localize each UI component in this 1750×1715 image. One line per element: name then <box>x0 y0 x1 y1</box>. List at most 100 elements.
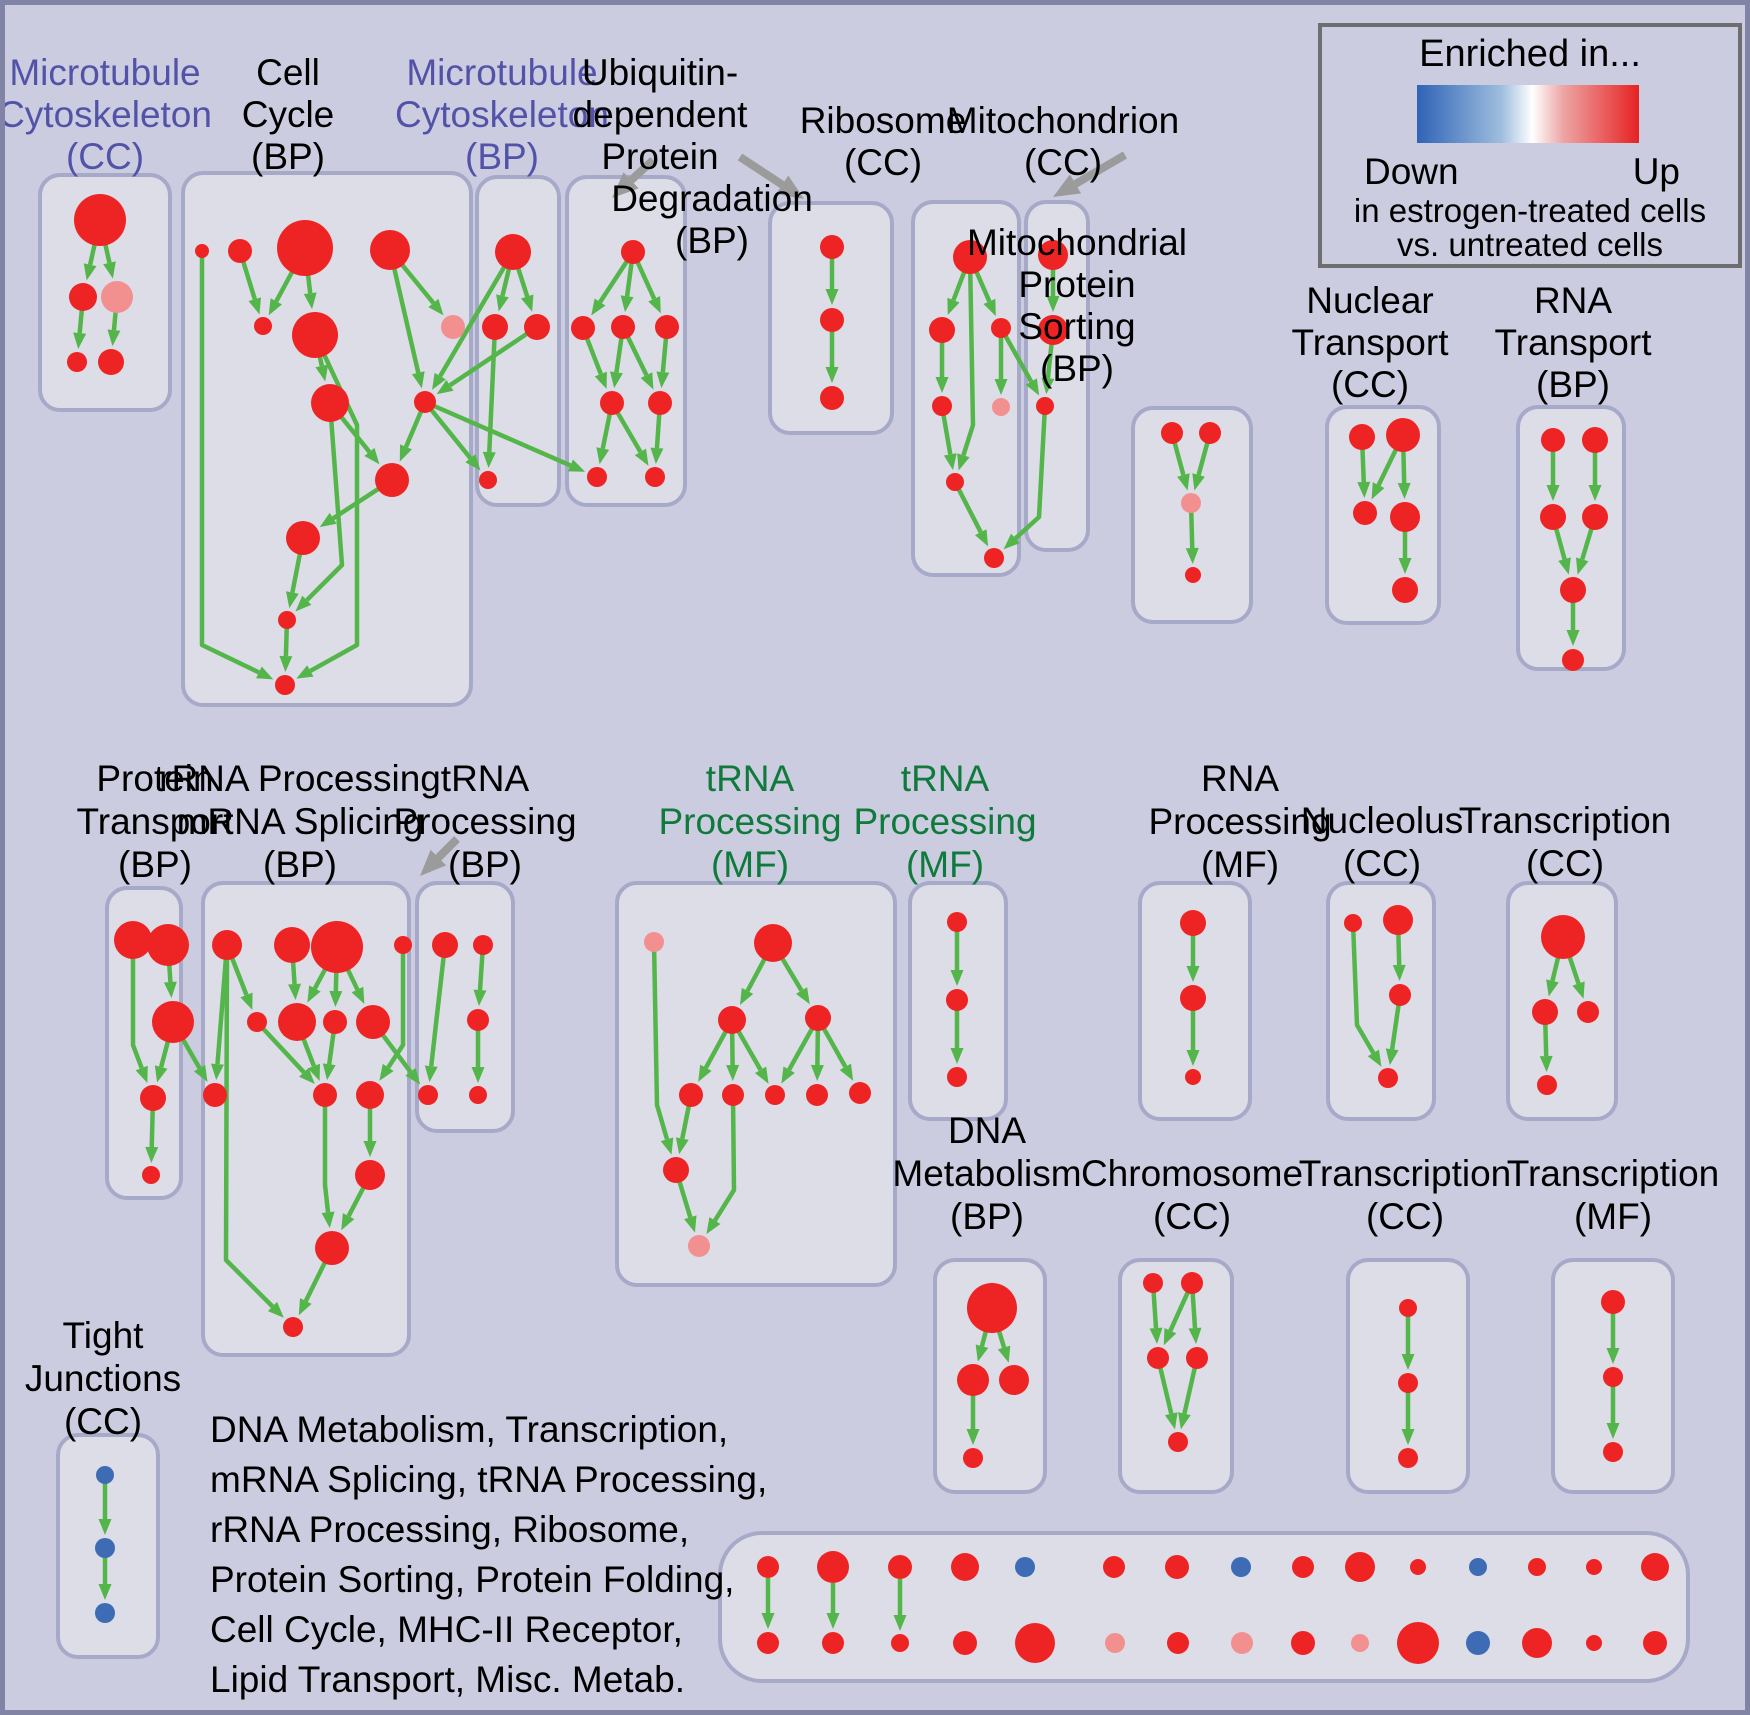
graph-edge-head <box>1177 473 1190 491</box>
graph-edge-head <box>296 665 314 679</box>
cluster-label-dna-metabolism: DNA <box>948 1110 1026 1151</box>
graph-edge-head <box>1392 964 1406 982</box>
dot-node <box>1643 1631 1667 1655</box>
cluster-label-rna-processing-mf: (MF) <box>1201 844 1279 885</box>
cluster-label-mito-protein-sorting: Protein <box>1018 264 1135 305</box>
dot-node <box>1345 1552 1375 1582</box>
graph-node <box>806 1084 828 1106</box>
graph-node <box>984 548 1004 568</box>
graph-node <box>1378 1068 1398 1088</box>
graph-node <box>992 398 1010 416</box>
graph-edge-head <box>1546 979 1559 997</box>
graph-node <box>441 315 465 339</box>
graph-node <box>356 1081 384 1109</box>
graph-edge-head <box>610 371 623 389</box>
dot-node <box>1231 1557 1251 1577</box>
graph-edge <box>309 334 360 673</box>
graph-node <box>1540 504 1566 530</box>
graph-edge-head <box>950 970 964 986</box>
graph-node <box>1398 1373 1418 1393</box>
graph-node <box>1537 1075 1557 1095</box>
graph-node <box>69 283 97 311</box>
label-pointer-arrow-head <box>1053 174 1082 197</box>
dot-node <box>1641 1553 1669 1581</box>
graph-node <box>203 1083 227 1107</box>
cluster-box-dna-metabolism <box>933 1258 1047 1494</box>
graph-node <box>140 1085 166 1111</box>
graph-node <box>946 473 964 491</box>
legend-subtitle-1: in estrogen-treated cells <box>1353 192 1707 229</box>
graph-edge-head <box>411 371 425 389</box>
graph-node <box>482 314 508 340</box>
dot-node <box>757 1556 779 1578</box>
graph-node <box>414 391 436 413</box>
graph-node <box>275 675 295 695</box>
graph-node <box>963 1448 983 1468</box>
cluster-label-nucleolus-cc: Nucleolus <box>1301 800 1463 841</box>
graph-node <box>946 989 968 1011</box>
cluster-label-trna-processing-mf-large: (MF) <box>711 844 789 885</box>
cluster-label-trna-processing-bp: tRNA <box>441 758 530 799</box>
cluster-label-transcription-cc-bottom: Transcription <box>1299 1153 1511 1194</box>
cluster-label-dna-metabolism: Metabolism <box>892 1153 1081 1194</box>
graph-edge-head <box>620 295 634 313</box>
legend-up-label: Up <box>1632 151 1680 192</box>
graph-node <box>1038 240 1068 270</box>
cluster-label-mito-protein-sorting: Mitochondrial <box>967 222 1187 263</box>
graph-node <box>645 467 665 487</box>
cluster-label-trna-processing-mf-small: Processing <box>853 801 1036 842</box>
graph-edge <box>712 1094 737 1222</box>
graph-edge-head <box>1164 1412 1178 1430</box>
dot-node <box>1410 1559 1426 1575</box>
graph-node <box>805 1005 831 1031</box>
dot-node <box>757 1632 779 1654</box>
graph-edge-head <box>1186 1050 1200 1066</box>
graph-node <box>1399 1299 1417 1317</box>
graph-edge-head <box>193 1064 208 1082</box>
graph-edge-head <box>825 367 839 383</box>
graph-edge-head <box>329 990 343 1008</box>
dot-node <box>1165 1555 1189 1579</box>
misc-text-line: Protein Sorting, Protein Folding, <box>210 1559 735 1600</box>
graph-edge-head <box>591 298 606 316</box>
graph-node <box>152 1001 194 1043</box>
graph-node <box>655 315 679 339</box>
graph-node <box>947 912 967 932</box>
graph-node <box>1582 427 1608 453</box>
cluster-label-trna-processing-mf-large: Processing <box>658 801 841 842</box>
label-pointer-arrow-head <box>612 172 639 198</box>
graph-edge-head <box>83 263 97 281</box>
graph-edge-head <box>465 454 481 471</box>
graph-node <box>932 396 952 416</box>
graph-edge <box>423 400 473 460</box>
cluster-label-cell-cycle: Cell <box>256 52 320 93</box>
dot-node <box>1351 1634 1369 1652</box>
graph-node <box>495 234 531 270</box>
graph-edge-head <box>163 981 177 999</box>
cluster-label-chromosome-cc: Chromosome <box>1081 1153 1303 1194</box>
graph-edge-head <box>98 1584 112 1600</box>
graph-edge-head <box>307 1063 320 1081</box>
cluster-label-trna-processing-bp: Processing <box>393 801 576 842</box>
dot-node <box>1522 1628 1552 1658</box>
graph-node <box>278 1003 316 1041</box>
graph-node <box>1038 315 1068 345</box>
graph-node <box>571 316 595 340</box>
graph-edge-head <box>761 1613 775 1629</box>
graph-node <box>67 352 87 372</box>
graph-node <box>315 1231 349 1265</box>
graph-node <box>820 386 844 410</box>
graph-edge-head <box>364 447 380 465</box>
dot-node <box>1528 1558 1546 1576</box>
graph-node <box>277 220 333 276</box>
graph-edge-head <box>596 447 610 465</box>
cluster-label-microtubule-cc: Cytoskeleton <box>5 94 212 135</box>
graph-node <box>679 1083 703 1107</box>
graph-edge-head <box>1385 1048 1399 1066</box>
cluster-label-nuclear-transport: Transport <box>1292 322 1450 363</box>
label-pointer-arrow <box>1073 151 1128 188</box>
graph-node <box>621 240 645 264</box>
graph-edge-head <box>341 1213 355 1231</box>
cluster-label-trna-processing-mf-large: tRNA <box>706 758 795 799</box>
misc-clusters-text: DNA Metabolism, Transcription, mRNA Spli… <box>210 1405 767 1705</box>
